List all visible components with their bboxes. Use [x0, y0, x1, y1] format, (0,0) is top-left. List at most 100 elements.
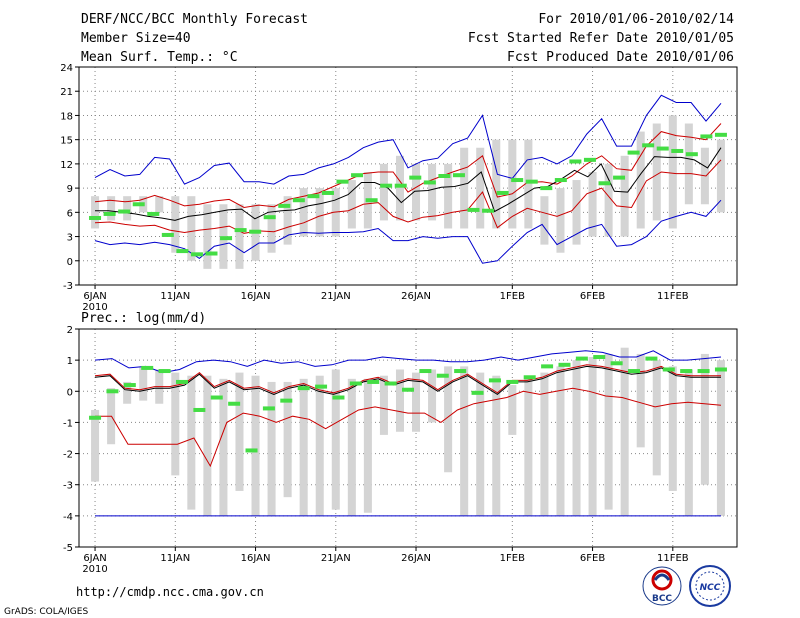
median-marker	[610, 361, 623, 366]
median-marker	[292, 198, 305, 203]
x-tick-label: 1FEB	[500, 553, 525, 564]
median-marker	[700, 134, 713, 139]
range-box	[91, 196, 100, 229]
y-tick-label: 6	[67, 208, 73, 219]
median-marker	[123, 383, 136, 388]
median-marker	[575, 356, 588, 361]
x-tick-label: 26JAN	[401, 291, 431, 302]
range-box	[572, 360, 581, 516]
range-box	[444, 366, 453, 473]
ensemble-mean-line	[94, 365, 721, 396]
x-year-label: 2010	[82, 564, 107, 575]
median-marker	[558, 362, 571, 367]
range-box	[636, 131, 645, 229]
plot-frame	[78, 328, 738, 548]
y-tick-label: 9	[67, 184, 73, 195]
x-tick-label: 11FEB	[657, 291, 689, 302]
median-marker	[467, 207, 480, 212]
range-box	[251, 375, 260, 516]
y-tick-label: 12	[60, 160, 73, 171]
median-marker	[158, 369, 171, 374]
median-marker	[613, 175, 626, 180]
range-box	[347, 378, 356, 516]
range-box	[412, 163, 421, 221]
range-box	[203, 375, 212, 516]
range-box	[476, 147, 485, 229]
y-tick-label: -5	[63, 543, 73, 554]
median-marker	[280, 398, 293, 403]
median-marker	[506, 379, 519, 384]
range-box	[331, 369, 340, 510]
median-marker	[685, 152, 698, 157]
x-tick-label: 6FEB	[580, 291, 605, 302]
y-tick-label: 1	[67, 356, 73, 367]
range-box	[267, 204, 276, 253]
median-marker	[321, 190, 334, 195]
median-marker	[714, 367, 727, 372]
range-box	[91, 409, 100, 482]
median-marker	[569, 159, 582, 164]
median-marker	[394, 183, 407, 188]
x-tick-label: 26JAN	[401, 553, 431, 564]
range-box	[524, 375, 533, 516]
precip-variable-label: Prec.: log(mm/d)	[81, 311, 206, 326]
x-tick-label: 16JAN	[241, 553, 271, 564]
median-marker	[175, 379, 188, 384]
range-box	[123, 196, 132, 221]
range-box	[171, 372, 180, 476]
median-marker	[190, 252, 203, 257]
range-box	[283, 381, 292, 498]
y-tick-label: 15	[60, 136, 73, 147]
median-marker	[315, 384, 328, 389]
median-marker	[598, 181, 611, 186]
range-box	[315, 375, 324, 516]
median-marker	[106, 389, 119, 394]
upper-bound-line	[94, 94, 722, 185]
median-marker	[628, 369, 641, 374]
median-marker	[697, 369, 710, 374]
median-marker	[593, 355, 606, 360]
median-marker	[540, 186, 553, 191]
range-box	[283, 196, 292, 245]
median-marker	[482, 208, 495, 213]
y-tick-label: -2	[63, 450, 73, 461]
range-box	[267, 381, 276, 516]
grads-credit: GrADS: COLA/IGES	[4, 607, 88, 617]
range-box	[139, 366, 148, 401]
median-marker	[89, 215, 102, 220]
range-box	[155, 196, 164, 213]
range-box	[428, 163, 437, 221]
x-tick-label: 6JAN	[83, 291, 106, 302]
y-tick-label: -3	[63, 481, 73, 492]
range-box	[636, 353, 645, 448]
x-tick-label: 6FEB	[580, 553, 605, 564]
median-marker	[210, 395, 223, 400]
median-marker	[245, 448, 258, 453]
median-marker	[583, 157, 596, 162]
y-tick-label: 24	[60, 63, 73, 74]
bcc-logo-text: BCC	[652, 594, 672, 604]
x-tick-label: 11JAN	[160, 291, 190, 302]
range-box	[620, 347, 629, 516]
range-box	[540, 372, 549, 516]
median-marker	[161, 232, 174, 237]
median-marker	[380, 183, 393, 188]
median-marker	[662, 367, 675, 372]
median-marker	[278, 203, 291, 208]
median-marker	[176, 249, 189, 254]
range-box	[492, 139, 501, 229]
median-marker	[680, 369, 693, 374]
range-box	[716, 360, 725, 516]
y-tick-label: -3	[63, 281, 73, 292]
median-marker	[262, 406, 275, 411]
range-box	[444, 163, 453, 229]
median-marker	[423, 180, 436, 185]
range-box	[235, 372, 244, 491]
range-box	[540, 196, 549, 245]
upper-bound-line	[94, 350, 722, 374]
x-tick-label: 21JAN	[321, 291, 351, 302]
range-box	[347, 180, 356, 229]
chart-title: DERF/NCC/BCC Monthly Forecast	[81, 12, 308, 27]
range-box	[652, 123, 661, 221]
